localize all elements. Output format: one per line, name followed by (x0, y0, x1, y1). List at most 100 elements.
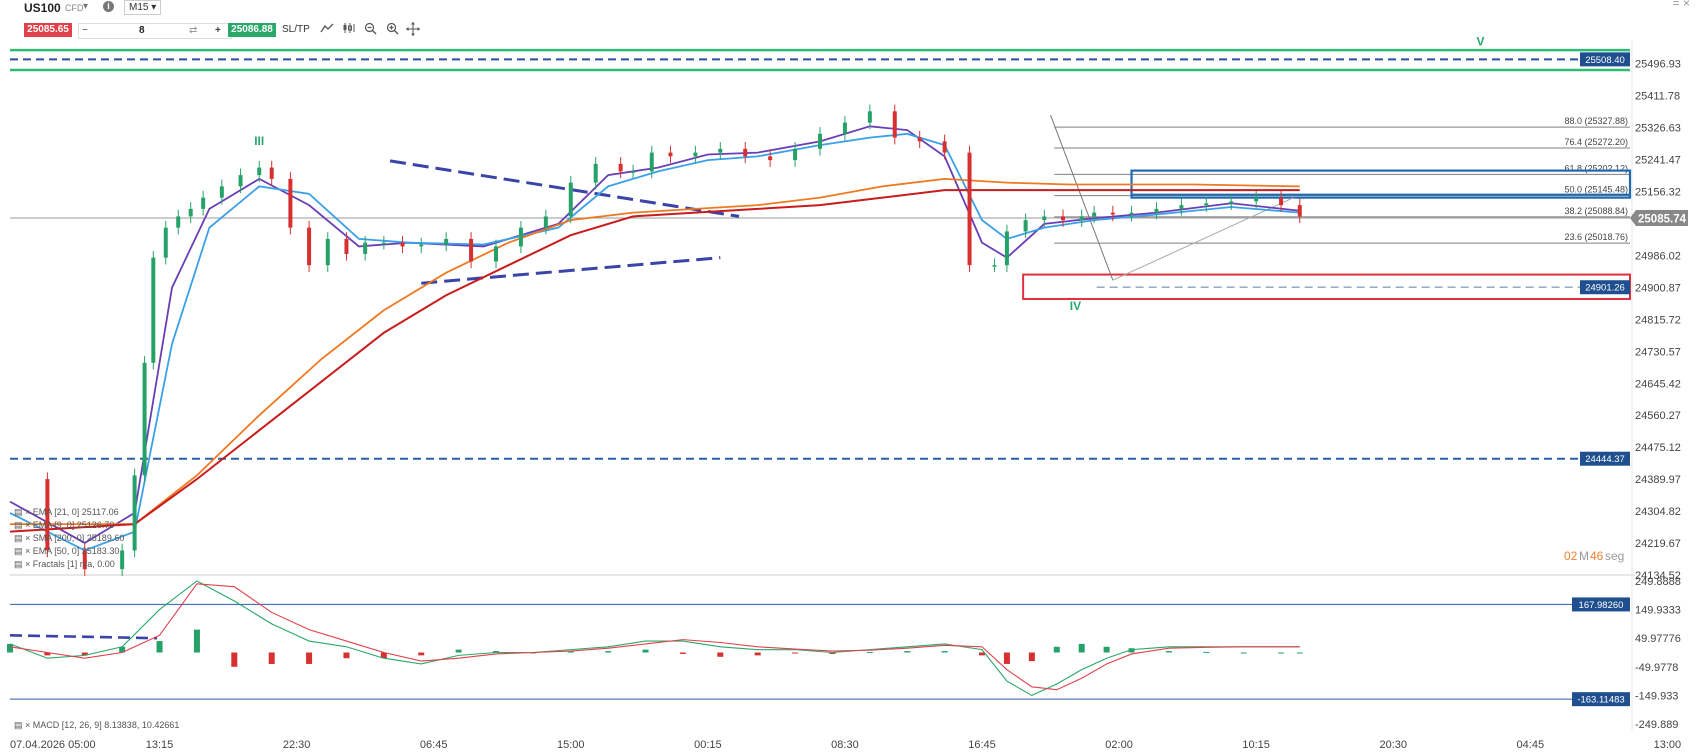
window-controls[interactable]: = × (1672, 0, 1690, 10)
candle (1204, 203, 1209, 206)
candle (494, 246, 498, 262)
candle (967, 152, 972, 266)
indicator-legend-item: ▤ × EMA [21, 0] 25117.06 (14, 507, 119, 517)
macd-signal-line (9, 583, 1300, 691)
macd-histogram-bar (1003, 652, 1010, 664)
zoom-out-icon[interactable] (363, 22, 377, 38)
candle (1297, 205, 1302, 217)
candle (201, 197, 206, 209)
x-tick-label: 20:30 (1379, 739, 1407, 751)
wave-line (1112, 197, 1294, 281)
candle (219, 186, 224, 198)
indicator-legend-item: ▤ × EMA [50, 0] 25183.30 (14, 546, 119, 556)
macd-histogram-bar (717, 652, 724, 657)
y-tick-label: 24304.82 (1635, 506, 1681, 518)
x-tick-label: 04:45 (1517, 739, 1545, 751)
decrease-button[interactable]: − (82, 25, 88, 36)
macd-histogram-bar (829, 652, 836, 654)
symbol-label[interactable]: US100 (24, 1, 61, 15)
macd-histogram-bar (380, 652, 387, 659)
line-chart-icon[interactable] (320, 22, 334, 38)
indicator-legend-item: ▤ × SMA [200, 0] 25189.60 (14, 533, 124, 543)
x-tick-label: 16:45 (968, 739, 996, 751)
candle (238, 175, 243, 187)
macd-level-tag: -163.11483 (1577, 695, 1624, 706)
macd-histogram-bar (156, 641, 163, 653)
macd-line (9, 580, 1300, 697)
macd-histogram-bar (44, 652, 51, 656)
countdown-seconds-unit: seg (1605, 549, 1624, 563)
candle (518, 227, 523, 247)
macd-y-tick-label: 249.8888 (1635, 576, 1681, 588)
candle (867, 111, 872, 123)
price-level-tag-bg (1580, 280, 1630, 295)
macd-histogram-bar (418, 652, 425, 656)
candle (363, 242, 368, 254)
countdown-minutes: 02 (1564, 549, 1578, 563)
x-tick-label: 13:15 (146, 739, 174, 751)
candle (1229, 201, 1234, 204)
macd-histogram-bar (493, 651, 499, 653)
triangle-upper-line (389, 159, 740, 218)
crosshair-icon[interactable] (406, 22, 420, 38)
candle (1023, 220, 1028, 232)
candle (1092, 212, 1097, 217)
macd-histogram-bar (1240, 652, 1247, 654)
ma-line-ema-9 (9, 125, 1300, 544)
info-icon[interactable]: i (103, 1, 114, 12)
macd-histogram-bar (1103, 646, 1110, 653)
macd-histogram-bar (605, 651, 612, 653)
macd-legend: ▤ × MACD [12, 26, 9] 8.13838, 10.42661 (14, 720, 179, 730)
sltp-button[interactable]: SL/TP (282, 24, 310, 35)
macd-histogram-bar (268, 652, 275, 664)
buy-button[interactable]: 25086.88 (228, 23, 276, 37)
quantity-value[interactable]: 8 (139, 25, 145, 36)
candle (163, 227, 168, 258)
timeframe-select[interactable]: M15 ▾ (124, 0, 162, 15)
candle (1042, 216, 1047, 221)
sell-button[interactable]: 25085.65 (24, 23, 72, 37)
candle (257, 167, 262, 176)
candle (444, 238, 449, 245)
candle (718, 148, 723, 153)
zoom-in-icon[interactable] (385, 22, 399, 38)
candle (307, 227, 312, 266)
increase-button[interactable]: + (215, 25, 221, 36)
candles-icon[interactable] (342, 22, 356, 38)
fib-label: 88.0 (25327.88) (1564, 116, 1628, 126)
chevron-down-icon[interactable]: ▾ (83, 1, 89, 12)
countdown-minutes-unit: M (1579, 549, 1589, 563)
x-tick-label: 07.04.2026 05:00 (10, 739, 96, 751)
price-level-tag: 25508.40 (1585, 55, 1625, 66)
candle (1179, 205, 1184, 209)
wave-label: IV (1070, 299, 1081, 313)
macd-dashed-line (9, 634, 158, 640)
swap-icon[interactable]: ⇄ (189, 25, 198, 36)
macd-histogram-bar (754, 652, 761, 656)
candle (593, 163, 598, 183)
macd-y-tick-label: 49.97776 (1635, 633, 1681, 645)
x-tick-label: 02:00 (1105, 739, 1133, 751)
macd-level-tag: 167.98260 (1579, 600, 1624, 611)
candle (693, 152, 698, 157)
candle (469, 238, 474, 262)
macd-histogram-bar (979, 652, 985, 656)
y-tick-label: 24900.87 (1635, 282, 1681, 294)
candle (176, 216, 181, 228)
y-tick-label: 24986.02 (1635, 250, 1681, 262)
candle (269, 167, 274, 179)
indicator-legend-item: ▤ × Fractals [1] n/a, 0.00 (14, 559, 115, 569)
macd-level-tag-bg (1572, 597, 1630, 612)
macd-histogram-bar (904, 651, 911, 653)
quantity-stepper[interactable]: − 8 ⇄ + (78, 23, 232, 39)
macd-histogram-bar (306, 652, 313, 664)
candle (381, 242, 386, 245)
macd-histogram-bar (866, 651, 873, 653)
y-tick-label: 24560.27 (1635, 410, 1681, 422)
candle (942, 141, 947, 153)
macd-histogram-bar (81, 652, 88, 656)
symbol-type: CFD (65, 3, 84, 13)
candle (818, 133, 822, 149)
candle (400, 242, 405, 247)
